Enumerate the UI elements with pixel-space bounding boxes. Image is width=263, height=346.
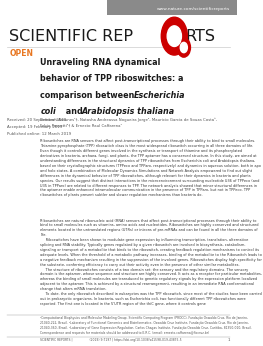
Circle shape <box>180 42 187 53</box>
Text: Escherichia: Escherichia <box>134 91 185 100</box>
Circle shape <box>161 17 187 55</box>
Text: ¹Computational Biophysics and Molecular Modeling Group, Scientific Computing Pro: ¹Computational Biophysics and Molecular … <box>40 316 252 335</box>
Text: 1: 1 <box>227 338 230 342</box>
Text: Published online: 12 March 2019: Published online: 12 March 2019 <box>7 131 71 136</box>
Text: Accepted: 19 February 2019: Accepted: 19 February 2019 <box>7 125 62 129</box>
Text: Deborah Antunes¹†, Natasha Andreassa Nogueira Jorge², Mauricio Garcia de Souza C: Deborah Antunes¹†, Natasha Andreassa Nog… <box>40 118 217 128</box>
Circle shape <box>177 38 190 57</box>
FancyBboxPatch shape <box>107 0 237 16</box>
Text: and: and <box>63 107 85 116</box>
Text: Unraveling RNA dynamical: Unraveling RNA dynamical <box>40 58 161 67</box>
Text: Received: 20 September 2018: Received: 20 September 2018 <box>7 118 66 122</box>
Circle shape <box>167 26 181 46</box>
Text: Riboswitches are RNA sensors that affect post-transcriptional processes through : Riboswitches are RNA sensors that affect… <box>40 139 261 197</box>
Text: behavior of TPP riboswitches: a: behavior of TPP riboswitches: a <box>40 74 184 83</box>
Text: coli: coli <box>40 107 56 116</box>
Text: SCIENTIFIC REPORTS |                 (2019) 9:7197 | https://doi.org/10.1038/s41: SCIENTIFIC REPORTS | (2019) 9:7197 | htt… <box>40 338 182 342</box>
Text: Riboswitches are natural ribonucleic acid (RNA) sensors that affect post-transcr: Riboswitches are natural ribonucleic aci… <box>40 219 262 306</box>
Text: www.nature.com/scientificreports: www.nature.com/scientificreports <box>157 8 230 11</box>
Text: comparison between: comparison between <box>40 91 138 100</box>
Text: SCIENTIFIC REP: SCIENTIFIC REP <box>9 29 134 44</box>
Text: Arabidopsis thaliana: Arabidopsis thaliana <box>82 107 175 116</box>
Text: RTS: RTS <box>186 29 216 44</box>
Text: OPEN: OPEN <box>9 49 33 58</box>
